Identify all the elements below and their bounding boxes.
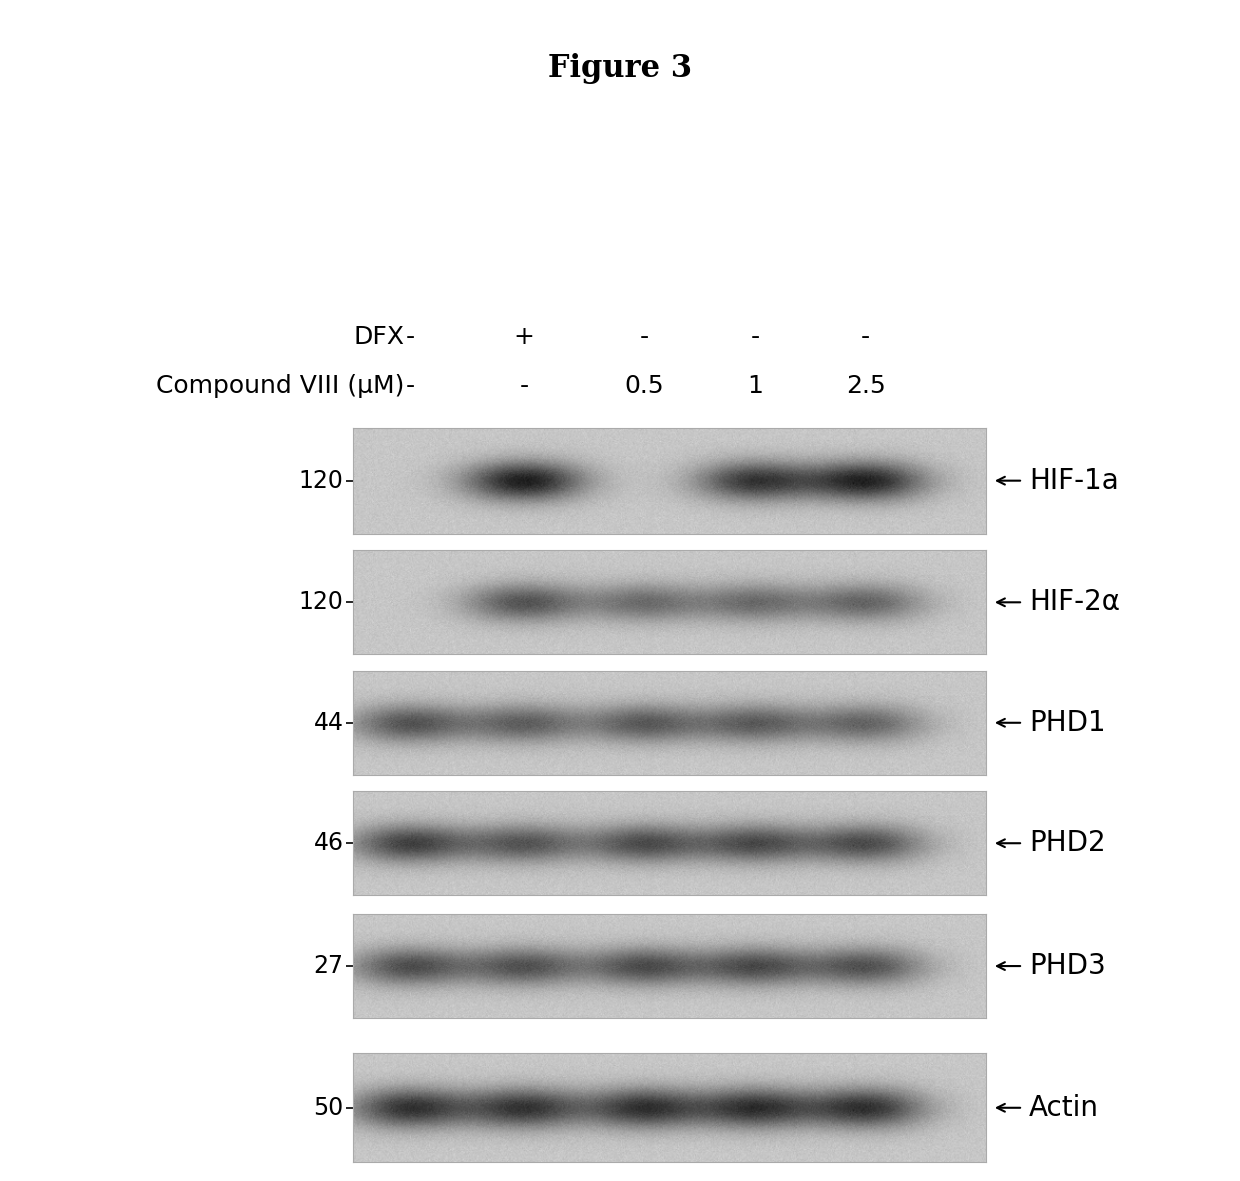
Text: -: - [405, 325, 415, 348]
Text: Actin: Actin [1029, 1094, 1099, 1122]
Text: 44: 44 [314, 711, 343, 735]
Text: -: - [861, 325, 870, 348]
Text: -: - [640, 325, 649, 348]
Text: PHD3: PHD3 [1029, 952, 1106, 980]
Text: 46: 46 [314, 831, 343, 855]
Text: 0.5: 0.5 [625, 374, 665, 398]
Text: Compound VIII (μM): Compound VIII (μM) [156, 374, 404, 398]
Text: HIF-1a: HIF-1a [1029, 466, 1118, 495]
Text: 50: 50 [314, 1096, 343, 1120]
Text: PHD2: PHD2 [1029, 829, 1106, 857]
Text: HIF-2α: HIF-2α [1029, 588, 1120, 616]
Text: 27: 27 [314, 954, 343, 978]
Text: DFX: DFX [353, 325, 404, 348]
Text: 120: 120 [299, 590, 343, 614]
Text: -: - [405, 374, 415, 398]
Text: +: + [513, 325, 534, 348]
Text: 120: 120 [299, 469, 343, 492]
Text: -: - [750, 325, 760, 348]
Text: Figure 3: Figure 3 [548, 53, 692, 84]
Text: 1: 1 [746, 374, 763, 398]
Text: 2.5: 2.5 [846, 374, 885, 398]
Text: PHD1: PHD1 [1029, 709, 1106, 737]
Text: -: - [520, 374, 528, 398]
